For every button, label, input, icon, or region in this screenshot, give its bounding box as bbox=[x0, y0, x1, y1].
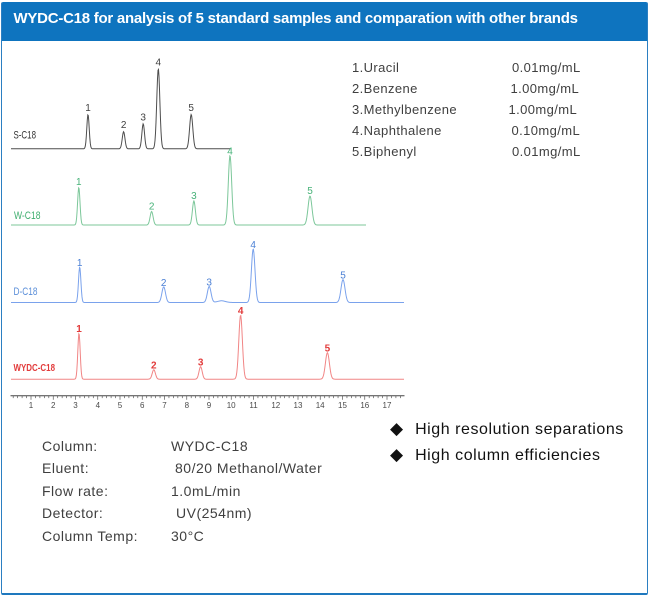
svg-text:D-C18: D-C18 bbox=[14, 286, 38, 298]
svg-text:1: 1 bbox=[76, 177, 82, 188]
svg-text:5: 5 bbox=[325, 344, 331, 355]
svg-text:1: 1 bbox=[76, 324, 82, 335]
svg-text:4: 4 bbox=[156, 57, 162, 68]
svg-text:W-C18: W-C18 bbox=[14, 210, 41, 222]
svg-text:2: 2 bbox=[121, 120, 127, 131]
svg-text:10: 10 bbox=[227, 401, 236, 410]
svg-text:6: 6 bbox=[140, 401, 145, 410]
svg-text:11: 11 bbox=[249, 401, 258, 410]
svg-text:3: 3 bbox=[206, 278, 212, 289]
svg-text:3: 3 bbox=[73, 401, 78, 410]
svg-text:5: 5 bbox=[340, 271, 346, 282]
svg-text:4: 4 bbox=[238, 306, 244, 317]
svg-text:8: 8 bbox=[185, 401, 190, 410]
svg-text:2: 2 bbox=[51, 401, 56, 410]
svg-text:17: 17 bbox=[383, 401, 392, 410]
svg-text:9: 9 bbox=[207, 401, 212, 410]
svg-text:2: 2 bbox=[149, 201, 155, 212]
svg-text:13: 13 bbox=[294, 401, 303, 410]
svg-text:1: 1 bbox=[77, 258, 83, 269]
svg-text:4: 4 bbox=[96, 401, 101, 410]
svg-text:4: 4 bbox=[250, 240, 256, 251]
svg-text:3: 3 bbox=[191, 191, 197, 202]
svg-text:3: 3 bbox=[198, 358, 204, 369]
svg-text:5: 5 bbox=[118, 401, 123, 410]
svg-text:1: 1 bbox=[85, 103, 91, 114]
svg-text:5: 5 bbox=[188, 103, 194, 114]
svg-text:2: 2 bbox=[161, 278, 167, 289]
svg-text:2: 2 bbox=[151, 361, 157, 372]
svg-text:4: 4 bbox=[227, 146, 233, 157]
svg-text:15: 15 bbox=[338, 401, 347, 410]
svg-text:16: 16 bbox=[360, 401, 369, 410]
svg-text:7: 7 bbox=[162, 401, 167, 410]
svg-text:5: 5 bbox=[307, 186, 313, 197]
svg-text:12: 12 bbox=[271, 401, 280, 410]
svg-text:1: 1 bbox=[29, 401, 34, 410]
svg-text:S-C18: S-C18 bbox=[14, 130, 37, 142]
svg-text:WYDC-C18: WYDC-C18 bbox=[14, 362, 56, 374]
svg-text:14: 14 bbox=[316, 401, 325, 410]
svg-text:3: 3 bbox=[140, 112, 146, 123]
